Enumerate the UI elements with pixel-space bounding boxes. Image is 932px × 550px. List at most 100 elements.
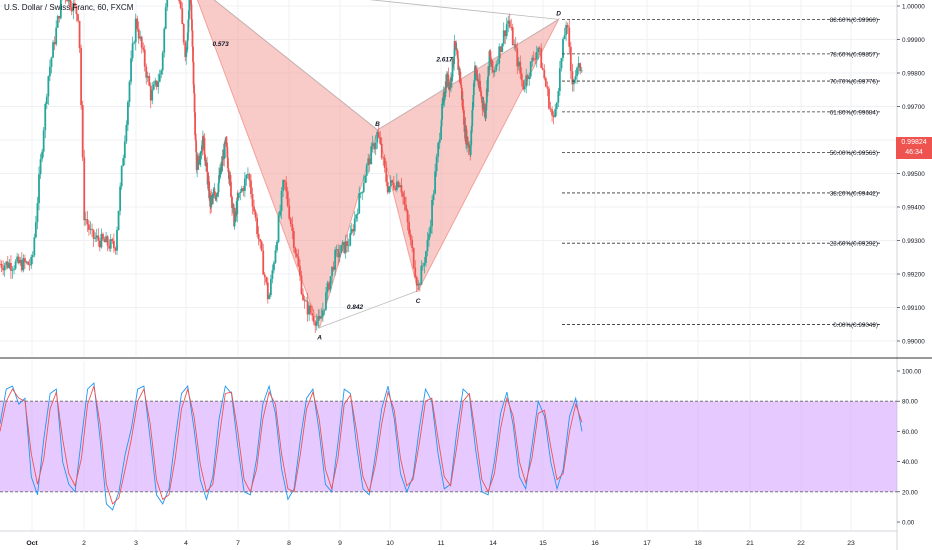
candle-body bbox=[227, 172, 230, 179]
candle-body bbox=[231, 197, 233, 208]
candle-body bbox=[218, 175, 220, 184]
candle-body bbox=[280, 191, 283, 211]
candle-body bbox=[508, 20, 511, 28]
candle-body bbox=[544, 78, 547, 87]
candle-body bbox=[191, 30, 194, 47]
last-price-tag: 0.99824 46:34 bbox=[896, 137, 932, 159]
candle-body bbox=[565, 25, 568, 36]
candle-body bbox=[233, 207, 235, 227]
candle-body bbox=[123, 141, 126, 159]
candle-body bbox=[198, 159, 201, 162]
candle-body bbox=[472, 95, 475, 107]
candle-body bbox=[130, 58, 132, 82]
candle-body bbox=[385, 168, 388, 183]
candle-body bbox=[148, 75, 151, 86]
candle-body bbox=[558, 68, 561, 92]
candle-body bbox=[276, 241, 278, 251]
candle-body bbox=[257, 234, 260, 240]
candle-body bbox=[566, 25, 569, 28]
candle-body bbox=[94, 237, 97, 239]
candle-body bbox=[145, 66, 148, 78]
candle-body bbox=[259, 239, 262, 242]
candle-body bbox=[251, 194, 254, 207]
candle-body bbox=[92, 229, 95, 239]
candle-body bbox=[551, 109, 553, 116]
candle-body bbox=[188, 0, 191, 11]
candle-body bbox=[155, 80, 158, 87]
candle-body bbox=[455, 45, 458, 50]
candle-body bbox=[184, 42, 187, 57]
candle-body bbox=[98, 240, 101, 248]
candle-body bbox=[151, 89, 154, 101]
candle-body bbox=[388, 186, 391, 193]
candle-body bbox=[477, 80, 480, 86]
candle-body bbox=[358, 193, 361, 214]
candle-body bbox=[72, 3, 75, 12]
candle-body bbox=[380, 143, 383, 158]
candle-body bbox=[334, 249, 337, 270]
candle-body bbox=[230, 181, 232, 197]
candle-body bbox=[501, 43, 504, 52]
candle-body bbox=[157, 81, 160, 87]
candle-body bbox=[204, 160, 207, 166]
candle-body bbox=[186, 40, 189, 50]
pattern-ratio-label: 2.617 bbox=[435, 56, 453, 63]
candle-body bbox=[288, 205, 291, 219]
candle-body bbox=[268, 295, 271, 300]
candle-body bbox=[199, 159, 202, 161]
candle-body bbox=[50, 57, 53, 67]
candle-body bbox=[362, 183, 365, 192]
candle-body bbox=[408, 222, 411, 235]
candle-body bbox=[142, 47, 145, 50]
candle-body bbox=[102, 233, 104, 240]
candle-body bbox=[59, 0, 62, 19]
candle-body bbox=[239, 191, 242, 193]
candle-body bbox=[205, 163, 207, 166]
candle-body bbox=[38, 174, 40, 204]
candle-body bbox=[91, 228, 93, 230]
time-tick-label: 22 bbox=[797, 540, 805, 547]
candle-body bbox=[431, 199, 433, 227]
candle-body bbox=[442, 96, 445, 104]
fib-level-label: 78.60%(0.99857) bbox=[830, 51, 878, 58]
candle-body bbox=[279, 210, 281, 216]
candle-body bbox=[214, 196, 217, 200]
candle-body bbox=[39, 159, 42, 175]
candle-body bbox=[127, 102, 129, 125]
candle-body bbox=[359, 193, 362, 194]
candle-body bbox=[83, 157, 86, 221]
candle-body bbox=[397, 181, 400, 188]
candle-body bbox=[185, 51, 188, 57]
candle-body bbox=[440, 119, 443, 127]
candle-body bbox=[496, 63, 499, 65]
candle-body bbox=[106, 236, 109, 246]
candle-body bbox=[191, 19, 193, 31]
candle-body bbox=[451, 59, 454, 77]
candle-body bbox=[323, 309, 326, 311]
candle-body bbox=[120, 166, 123, 187]
candle-body bbox=[476, 69, 478, 75]
candle-body bbox=[28, 264, 31, 266]
candle-body bbox=[149, 85, 152, 101]
candle-body bbox=[541, 67, 544, 70]
candle-body bbox=[328, 282, 330, 290]
candle-body bbox=[195, 140, 198, 152]
candle-body bbox=[105, 236, 107, 243]
candle-body bbox=[467, 143, 470, 145]
candle-body bbox=[230, 196, 233, 198]
candle-body bbox=[212, 194, 215, 198]
candle-body bbox=[434, 171, 437, 194]
candle-body bbox=[194, 135, 197, 141]
candle-body bbox=[181, 8, 184, 25]
candle-body bbox=[522, 80, 525, 90]
candle-body bbox=[117, 210, 120, 231]
candle-body bbox=[122, 158, 125, 167]
candle-body bbox=[456, 49, 459, 55]
candle-body bbox=[355, 214, 358, 219]
candle-body bbox=[471, 106, 474, 111]
candle-body bbox=[444, 81, 447, 93]
price-tick-label: 0.99300 bbox=[902, 238, 925, 245]
candle-body bbox=[511, 27, 514, 46]
candle-body bbox=[2, 267, 5, 271]
